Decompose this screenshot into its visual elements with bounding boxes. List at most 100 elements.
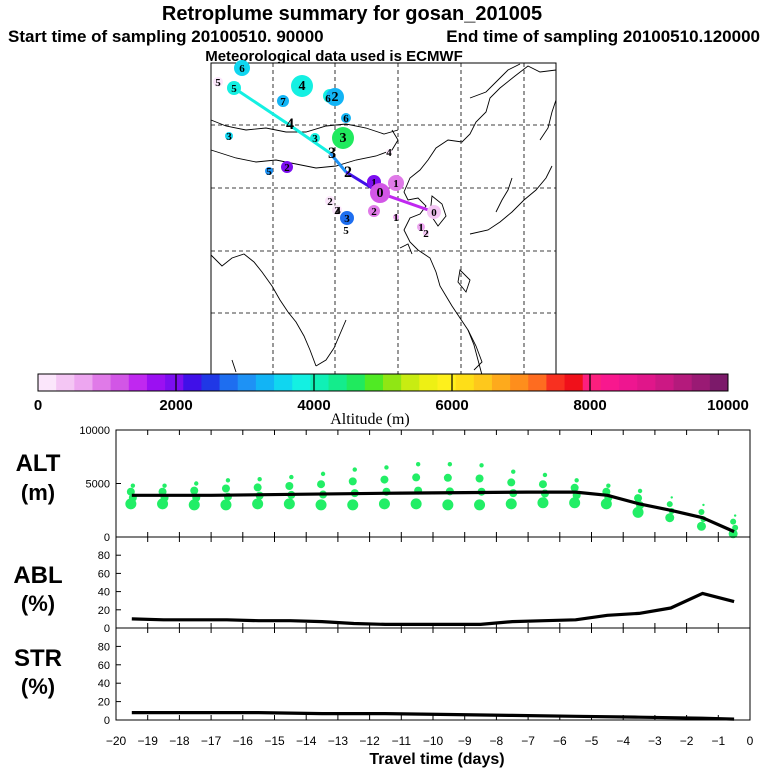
colorbar-cell	[201, 374, 220, 391]
trajectory-marker-label: 5	[266, 166, 272, 178]
x-tick-label: −18	[169, 734, 190, 748]
colorbar-cell	[582, 374, 602, 391]
colorbar-cell	[637, 374, 656, 391]
colorbar-cell	[255, 374, 275, 391]
altitude-point	[225, 478, 231, 483]
altitude-point	[253, 483, 262, 492]
trajectory-marker-label: 4	[386, 147, 392, 159]
x-tick-label: −15	[264, 734, 285, 748]
start-time-label: Start time of sampling 20100510. 90000	[8, 27, 324, 46]
colorbar-frame	[37, 373, 729, 392]
map-panel: 543210 6557446325343262110234521012	[210, 60, 557, 376]
trajectory-marker	[291, 75, 313, 97]
x-tick-label: −8	[490, 734, 504, 748]
figure-title: Retroplume summary for gosan_201005	[162, 3, 542, 25]
trajectory-marker-label: 3	[340, 131, 347, 146]
colorbar-tick-label: 10000	[707, 397, 749, 414]
trajectory-marker-label: 4	[299, 79, 306, 94]
end-time-label: End time of sampling 20100510.120000	[446, 27, 760, 46]
altitude-point	[537, 497, 549, 509]
x-tick-label: −14	[296, 734, 317, 748]
altitude-point	[507, 478, 516, 487]
time-series-panels: 0500010000ALT(m)020406080ABL(%)020406080…	[13, 425, 753, 748]
panel-frame	[115, 536, 751, 629]
altitude-point	[732, 524, 739, 531]
altitude-point	[570, 483, 579, 492]
trajectory-marker	[427, 205, 441, 219]
trajectory-marker	[423, 230, 429, 236]
altitude-point	[475, 474, 484, 483]
colorbar-cell	[128, 374, 148, 391]
trajectory-marker-label: 5	[343, 225, 349, 237]
colorbar-cell	[546, 374, 565, 391]
altitude-point	[474, 499, 486, 511]
trajectory-marker	[332, 127, 354, 149]
altitude-point	[283, 498, 295, 510]
panel-ylabel: ABL	[13, 562, 62, 589]
colorbar-cell	[74, 374, 93, 391]
panel-ylabel: (%)	[21, 674, 55, 699]
colorbar-cell	[528, 374, 547, 391]
trajectory-marker	[310, 133, 320, 143]
panel-ylabel: ALT	[16, 450, 61, 477]
colorbar-tick-label: 6000	[435, 397, 468, 414]
altitude-point	[221, 484, 230, 493]
x-tick-label: −20	[106, 734, 127, 748]
trajectory-marker-label: 3	[312, 133, 318, 145]
y-tick-label: 5000	[86, 479, 110, 491]
trajectory-marker	[277, 95, 289, 107]
altitude-point	[315, 499, 327, 511]
trajectory-marker-label: 1	[418, 222, 424, 234]
altitude-point	[412, 473, 421, 482]
altitude-point	[666, 501, 673, 508]
trajectory-marker-label: 1	[371, 177, 377, 189]
colorbar-cell	[274, 374, 293, 391]
colorbar-cell	[92, 374, 112, 391]
altitude-point	[730, 518, 737, 525]
colorbar-cell	[437, 374, 457, 391]
trajectory-marker	[388, 175, 404, 191]
altitude-point	[130, 483, 136, 488]
trajectory-marker-label: 1	[393, 212, 399, 224]
trajectory-marker	[281, 161, 293, 173]
colorbar-cell	[564, 374, 584, 391]
trajectory-marker-label: 0	[377, 186, 384, 201]
altitude-point	[380, 475, 389, 484]
altitude-point	[538, 480, 547, 489]
str-line	[131, 710, 735, 721]
x-tick-label: −2	[680, 734, 694, 748]
x-tick-label: −9	[458, 734, 472, 748]
trajectory-markers: 6557446325343262110234521012	[213, 60, 441, 240]
colorbar-cell	[310, 374, 329, 391]
altitude-point	[320, 471, 326, 477]
y-tick-label: 20	[98, 605, 110, 617]
x-tick-label: −10	[423, 734, 444, 748]
colorbar-tick-label: 4000	[297, 397, 330, 414]
altitude-point	[252, 498, 264, 510]
panel-frame	[115, 429, 751, 538]
colorbar-cell	[491, 374, 511, 391]
colorbar-cell	[473, 374, 493, 391]
trajectory-day-label: 2	[344, 164, 352, 181]
y-tick-label: 80	[98, 550, 110, 562]
met-data-label: Meteorological data used is ECMWF	[205, 48, 463, 65]
colorbar-cell	[183, 374, 202, 391]
altitude-point	[505, 498, 517, 510]
altitude-point	[702, 503, 705, 507]
altitude-point	[162, 483, 167, 488]
colorbar-cell	[383, 374, 402, 391]
x-tick-label: −13	[328, 734, 349, 748]
altitude-point	[442, 499, 454, 511]
y-tick-label: 10000	[79, 425, 110, 437]
altitude-point	[569, 497, 581, 509]
colorbar-cell	[219, 374, 239, 391]
altitude-point	[511, 469, 516, 474]
trajectory-marker	[265, 167, 273, 175]
colorbar-cell	[691, 374, 711, 391]
trajectory-marker	[417, 223, 425, 231]
trajectory-marker-label: 2	[371, 206, 377, 218]
map-coastlines	[210, 63, 557, 376]
trajectory-marker-label: 3	[226, 131, 232, 143]
colorbar-ticks: 0 2000 4000 6000 8000 10000	[34, 374, 749, 414]
